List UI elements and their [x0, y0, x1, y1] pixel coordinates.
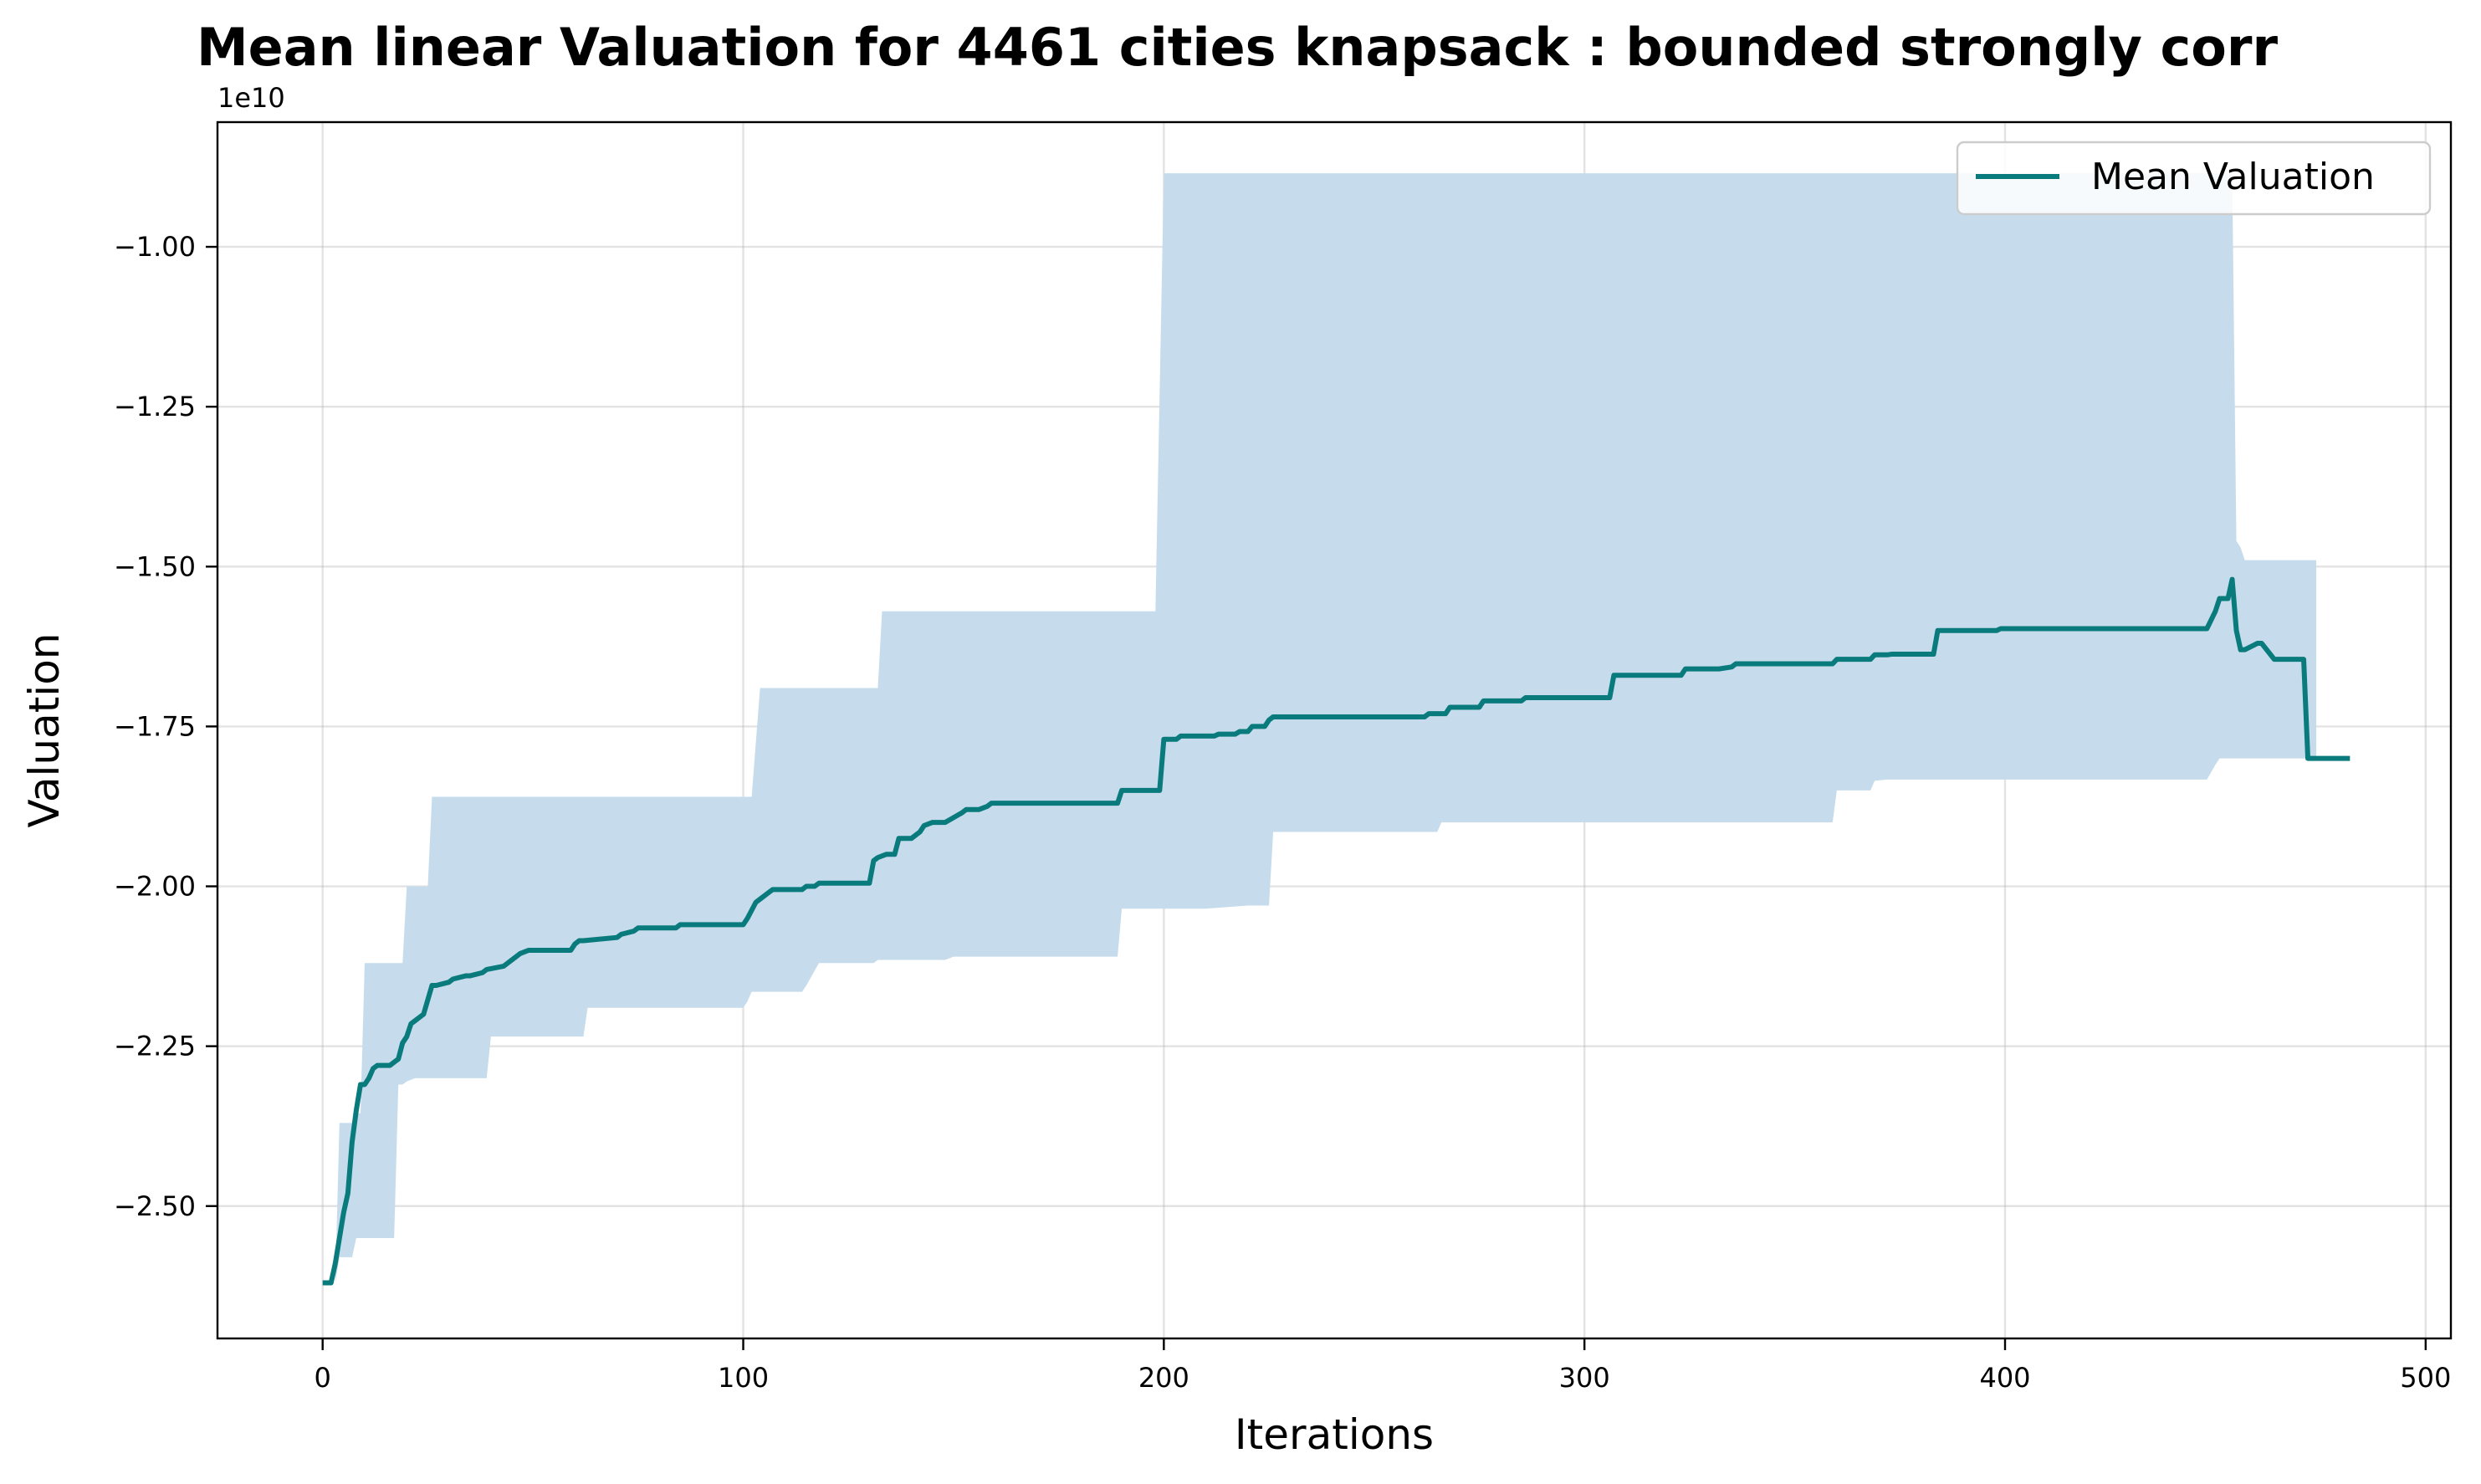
legend-box: [1956, 141, 2432, 216]
legend: Mean Valuation: [1956, 141, 2432, 216]
y-tick-label: −2.00: [114, 871, 196, 903]
x-tick-label: 400: [1979, 1362, 2030, 1394]
band-layer: [322, 173, 2317, 1283]
y-tick-label: −1.25: [114, 391, 196, 422]
axes-frame: [216, 120, 2453, 1340]
y-tick-label: −1.00: [114, 231, 196, 263]
x-tick-label: 300: [1559, 1362, 1610, 1394]
y-tick-label: −2.25: [114, 1031, 196, 1062]
y-tick-label: −1.75: [114, 710, 196, 742]
ticks: 0 100 200 300 400 500 −2.50 −2.25 −2.00 −1.75 −1.5…: [114, 231, 2451, 1394]
mean-valuation-line: [322, 576, 2351, 1286]
x-tick-label: 100: [718, 1362, 769, 1394]
legend-label: Mean Valuation: [2091, 156, 2375, 198]
x-tick-label: 200: [1138, 1362, 1189, 1394]
y-tick-label: −1.50: [114, 550, 196, 582]
y-axis-label: Valuation: [20, 633, 69, 828]
spread-band: [322, 173, 2317, 1283]
y-offset-label: 1e10: [217, 82, 285, 114]
y-tick-label: −2.50: [114, 1190, 196, 1222]
chart-title: Mean linear Valuation for 4461 cities kn…: [197, 17, 2279, 78]
x-axis-label: Iterations: [1235, 1410, 1434, 1459]
x-tick-label: 500: [2400, 1362, 2451, 1394]
x-tick-label: 0: [315, 1362, 331, 1394]
line-layer: [322, 576, 2351, 1286]
